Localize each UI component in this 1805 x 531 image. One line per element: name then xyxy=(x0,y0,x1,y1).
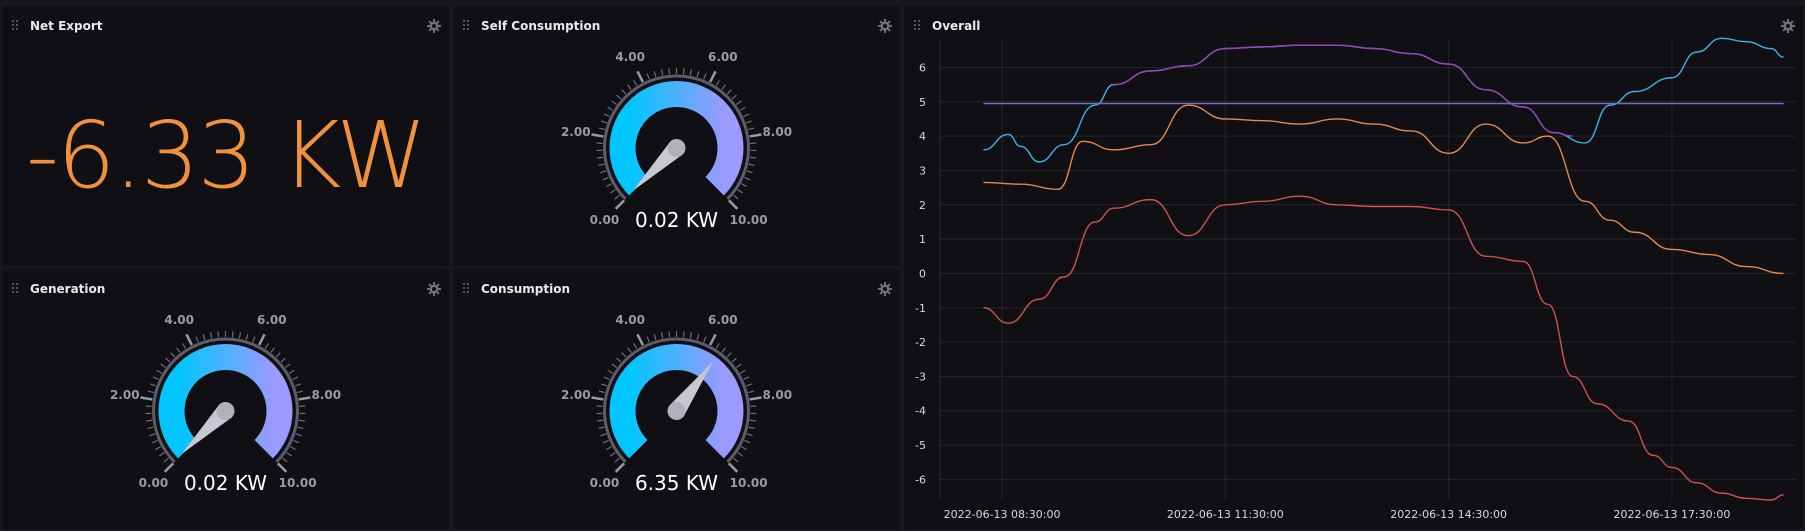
gauge-tick-label: 10.00 xyxy=(730,213,768,227)
gauge-tick-label: 4.00 xyxy=(615,313,645,327)
drag-handle-icon[interactable] xyxy=(463,20,474,31)
gauge-tick-label: 6.00 xyxy=(708,50,738,64)
y-tick-label: 4 xyxy=(919,130,926,143)
y-tick-label: 6 xyxy=(919,61,926,74)
consumption-gauge: 0.00 2.00 4.00 6.00 8.00 10.00 6.35 KW xyxy=(561,313,792,495)
gauge-tick-label: 8.00 xyxy=(311,388,341,402)
panel-title: Self Consumption xyxy=(481,19,601,33)
gauge-tick-label: 10.00 xyxy=(279,476,317,490)
x-tick-label: 2022-06-13 14:30:00 xyxy=(1390,508,1507,521)
gauge-tick-label: 6.00 xyxy=(257,313,287,327)
panel-generation: Generation 0.00 2.00 4.00 6.00 8.00 10.00 0.02… xyxy=(2,269,449,529)
generation-gauge: 0.00 2.00 4.00 6.00 8.00 10.00 0.02 KW xyxy=(110,313,341,495)
gauge-value-label: 0.02 KW xyxy=(635,208,718,232)
series-line-4 xyxy=(983,195,1784,501)
y-tick-label: 3 xyxy=(919,164,926,177)
x-tick-label: 2022-06-13 08:30:00 xyxy=(944,508,1061,521)
gauge-tick-label: 6.00 xyxy=(708,313,738,327)
gear-icon[interactable] xyxy=(877,281,893,297)
panel-header: Net Export xyxy=(2,6,449,36)
panel-consumption: Consumption 0.00 2.00 4.00 6.00 8.00 10.00 6.3… xyxy=(453,269,900,529)
gauge-tick-label: 8.00 xyxy=(762,388,792,402)
series-line-3 xyxy=(983,104,1784,275)
panel-title: Overall xyxy=(932,19,981,33)
self-consumption-gauge: 0.00 2.00 4.00 6.00 8.00 10.00 0.02 KW xyxy=(561,50,792,232)
x-tick-label: 2022-06-13 11:30:00 xyxy=(1167,508,1284,521)
panel-title: Net Export xyxy=(30,19,103,33)
series-line-0 xyxy=(983,37,1784,163)
gauge-tick-label: 2.00 xyxy=(110,388,140,402)
y-tick-label: 2 xyxy=(919,199,926,212)
gauge-value-label: 6.35 KW xyxy=(635,471,718,495)
gear-icon[interactable] xyxy=(877,18,893,34)
series-line-1 xyxy=(1113,44,1573,137)
gauge-tick-label: 0.00 xyxy=(590,213,620,227)
gauge-value-label: 0.02 KW xyxy=(184,471,267,495)
y-tick-label: 1 xyxy=(919,233,926,246)
gear-icon[interactable] xyxy=(1780,18,1796,34)
gear-icon[interactable] xyxy=(426,18,442,34)
gauge-tick-label: 8.00 xyxy=(762,125,792,139)
drag-handle-icon[interactable] xyxy=(463,283,474,294)
panel-header: Generation xyxy=(2,269,449,299)
panel-self-consumption: Self Consumption 0.00 2.00 4.00 6.00 8.00 10.… xyxy=(453,6,900,266)
y-tick-label: -4 xyxy=(915,405,926,418)
panel-header: Consumption xyxy=(453,269,900,299)
gauge-tick-label: 10.00 xyxy=(730,476,768,490)
gauge-tick-label: 4.00 xyxy=(164,313,194,327)
drag-handle-icon[interactable] xyxy=(914,20,925,31)
drag-handle-icon[interactable] xyxy=(12,283,23,294)
overall-line-chart: 6 5 4 3 2 1 0 -1 -2 -3 -4 -5 -6 2022-06-13 08:30:00 20… xyxy=(915,37,1796,521)
panel-title: Consumption xyxy=(481,282,571,296)
y-tick-label: -6 xyxy=(915,473,926,486)
drag-handle-icon[interactable] xyxy=(12,20,23,31)
panel-net-export: Net Export -6.33 KW xyxy=(2,6,449,266)
panel-header: Overall xyxy=(904,6,1803,36)
gauge-tick-label: 0.00 xyxy=(590,476,620,490)
gauge-tick-label: 2.00 xyxy=(561,388,591,402)
gauge-tick-label: 4.00 xyxy=(615,50,645,64)
y-tick-label: -1 xyxy=(915,302,926,315)
y-tick-label: 0 xyxy=(919,267,926,280)
net-export-value: -6.33 KW xyxy=(25,102,427,209)
panel-header: Self Consumption xyxy=(453,6,900,36)
y-tick-label: -3 xyxy=(915,370,926,383)
panel-title: Generation xyxy=(30,282,106,296)
gauge-tick-label: 0.00 xyxy=(139,476,169,490)
y-tick-label: -2 xyxy=(915,336,926,349)
panel-overall: Overall 6 5 4 3 2 1 0 -1 -2 -3 -4 -5 -6 2022-06-13 08… xyxy=(904,6,1803,529)
x-tick-label: 2022-06-13 17:30:00 xyxy=(1614,508,1731,521)
gauge-tick-label: 2.00 xyxy=(561,125,591,139)
y-tick-label: -5 xyxy=(915,439,926,452)
gauge-needle xyxy=(669,361,713,417)
gear-icon[interactable] xyxy=(426,281,442,297)
y-tick-label: 5 xyxy=(919,96,926,109)
